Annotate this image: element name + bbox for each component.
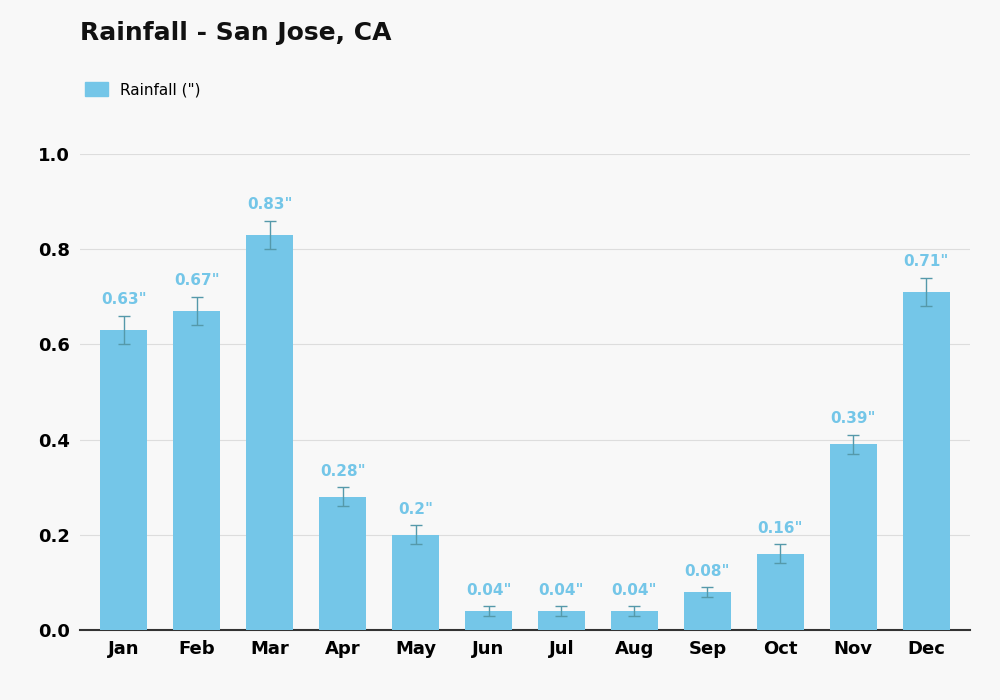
Bar [538, 611, 585, 630]
Bar [173, 311, 220, 630]
Bar [903, 292, 950, 630]
Text: Rainfall - San Jose, CA: Rainfall - San Jose, CA [80, 21, 392, 45]
Text: 0.28": 0.28" [320, 463, 365, 479]
Text: 0.04": 0.04" [612, 582, 657, 598]
Text: 0.2": 0.2" [398, 502, 433, 517]
Legend: Rainfall ("): Rainfall (") [79, 76, 207, 104]
Bar [611, 611, 658, 630]
Bar [246, 235, 293, 630]
Bar [100, 330, 147, 630]
Bar [757, 554, 804, 630]
Text: 0.83": 0.83" [247, 197, 292, 212]
Text: 0.04": 0.04" [466, 582, 511, 598]
Bar [684, 592, 731, 630]
Text: 0.63": 0.63" [101, 293, 147, 307]
Text: 0.04": 0.04" [539, 582, 584, 598]
Bar [465, 611, 512, 630]
Text: 0.67": 0.67" [174, 273, 220, 288]
Text: 0.71": 0.71" [904, 254, 949, 270]
Bar [392, 535, 439, 630]
Text: 0.39": 0.39" [831, 412, 876, 426]
Text: 0.08": 0.08" [685, 564, 730, 579]
Bar [830, 444, 877, 630]
Bar [319, 497, 366, 630]
Text: 0.16": 0.16" [758, 521, 803, 536]
